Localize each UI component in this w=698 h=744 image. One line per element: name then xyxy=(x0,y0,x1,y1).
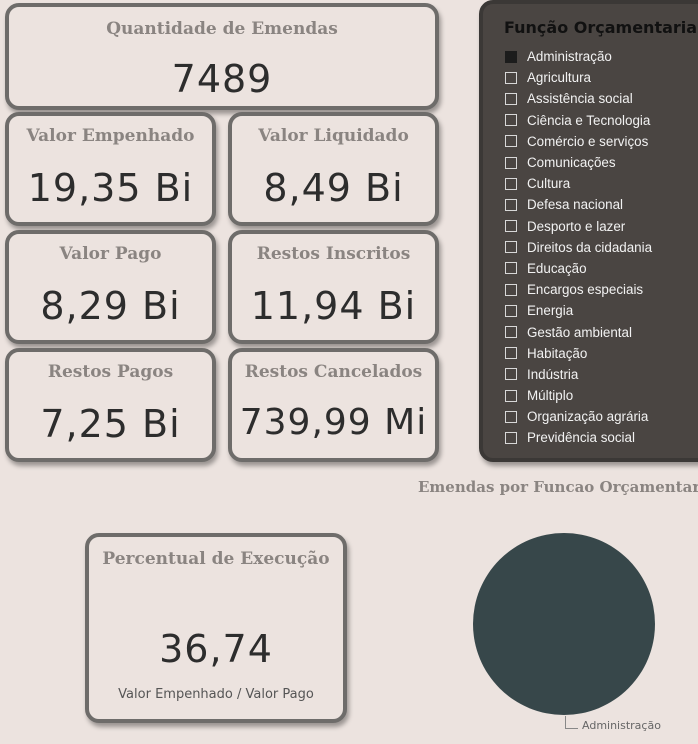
kpi-value: 19,35 Bi xyxy=(27,166,194,210)
slicer-item-label: Educação xyxy=(527,260,587,276)
checkbox[interactable] xyxy=(505,71,517,84)
checkbox[interactable] xyxy=(505,347,517,360)
checkbox[interactable] xyxy=(505,283,517,296)
kpi-card-restos-pagos: Restos Pagos 7,25 Bi xyxy=(5,348,216,462)
kpi-value: 739,99 Mi xyxy=(239,402,428,443)
kpi-value: 8,49 Bi xyxy=(263,166,404,210)
slicer-item[interactable]: Organização agrária xyxy=(505,406,652,427)
kpi-card-quantidade: Quantidade de Emendas 7489 xyxy=(5,3,439,110)
checkbox[interactable] xyxy=(505,410,517,423)
slicer-item[interactable]: Habitação xyxy=(505,343,652,364)
checkbox[interactable] xyxy=(505,156,517,169)
kpi-label: Restos Pagos xyxy=(47,362,174,382)
percentual-execucao-card: Percentual de Execução 36,74 Valor Empen… xyxy=(85,533,347,723)
pie-chart xyxy=(473,533,655,715)
kpi-card-valor-pago: Valor Pago 8,29 Bi xyxy=(5,230,216,344)
kpi-label: Valor Liquidado xyxy=(258,126,409,146)
slicer-item[interactable]: Previdência social xyxy=(505,427,652,448)
checkbox[interactable] xyxy=(505,431,517,444)
slicer-item-label: Indústria xyxy=(527,366,579,382)
funcao-orcamentaria-slicer: Administração Agricultura Assistência soci… xyxy=(479,0,698,462)
slicer-item[interactable]: Educação xyxy=(505,258,652,279)
slicer-item-label: Direitos da cidadania xyxy=(527,239,653,255)
checkbox[interactable] xyxy=(505,326,517,339)
slicer-item[interactable]: Direitos da cidadania xyxy=(505,237,652,258)
percentual-value: 36,74 xyxy=(159,627,273,671)
kpi-card-restos-inscritos: Restos Inscritos 11,94 Bi xyxy=(228,230,439,344)
slicer-item-label: Ciência e Tecnologia xyxy=(527,112,651,128)
kpi-label: Restos Inscritos xyxy=(256,244,411,264)
slicer-item-label: Encargos especiais xyxy=(527,282,644,298)
checkbox[interactable] xyxy=(505,92,517,105)
slicer-list: Administração Agricultura Assistência soci… xyxy=(505,46,652,449)
kpi-label: Restos Cancelados xyxy=(244,362,423,382)
slicer-item-label: Previdência social xyxy=(527,430,635,446)
slicer-item-label: Múltiplo xyxy=(527,388,574,404)
checkbox[interactable] xyxy=(505,177,517,190)
slicer-item[interactable]: Comércio e serviços xyxy=(505,131,652,152)
checkbox[interactable] xyxy=(505,262,517,275)
pie-slice-administracao[interactable] xyxy=(473,533,655,715)
slicer-item-label: Gestão ambiental xyxy=(527,324,632,340)
percentual-subtitle: Valor Empenhado / Valor Pago xyxy=(118,687,314,702)
kpi-label: Quantidade de Emendas xyxy=(106,19,338,39)
slicer-item[interactable]: Energia xyxy=(505,300,652,321)
slicer-item-label: Organização agrária xyxy=(527,409,649,425)
checkbox[interactable] xyxy=(505,198,517,211)
kpi-label: Valor Pago xyxy=(59,244,162,264)
checkbox[interactable] xyxy=(505,389,517,402)
slicer-item[interactable]: Indústria xyxy=(505,364,652,385)
slicer-item[interactable]: Encargos especiais xyxy=(505,279,652,300)
kpi-card-restos-cancelados: Restos Cancelados 739,99 Mi xyxy=(228,348,439,462)
checkbox[interactable] xyxy=(505,50,517,63)
slicer-item-label: Defesa nacional xyxy=(527,197,624,213)
percentual-label: Percentual de Execução xyxy=(102,549,330,569)
checkbox[interactable] xyxy=(505,135,517,148)
slicer-item[interactable]: Agricultura xyxy=(505,67,652,88)
slicer-item-label: Comércio e serviços xyxy=(527,133,649,149)
slicer-item[interactable]: Cultura xyxy=(505,173,652,194)
slicer-item-label: Cultura xyxy=(527,176,571,192)
slicer-title: Função Orçamentaria xyxy=(504,18,698,37)
slicer-item-label: Energia xyxy=(527,303,574,319)
checkbox[interactable] xyxy=(505,241,517,254)
slicer-item-label: Comunicações xyxy=(527,155,616,171)
slicer-item[interactable]: Defesa nacional xyxy=(505,194,652,215)
slicer-item[interactable]: Desporto e lazer xyxy=(505,216,652,237)
kpi-card-valor-liquidado: Valor Liquidado 8,49 Bi xyxy=(228,112,439,226)
slicer-item[interactable]: Assistência social xyxy=(505,88,652,109)
kpi-value: 7489 xyxy=(171,57,273,101)
slicer-item-label: Agricultura xyxy=(527,70,592,86)
slicer-item[interactable]: Administração xyxy=(505,46,652,67)
slicer-item[interactable]: Múltiplo xyxy=(505,385,652,406)
slicer-item-label: Habitação xyxy=(527,345,588,361)
pie-leader-line xyxy=(565,716,578,729)
kpi-value: 8,29 Bi xyxy=(40,284,181,328)
slicer-item[interactable]: Ciência e Tecnologia xyxy=(505,110,652,131)
checkbox[interactable] xyxy=(505,114,517,127)
slicer-item-label: Desporto e lazer xyxy=(527,218,626,234)
kpi-value: 7,25 Bi xyxy=(40,402,181,446)
pie-chart-title: Emendas por Funcao Orçamentaria xyxy=(418,478,698,496)
kpi-card-valor-empenhado: Valor Empenhado 19,35 Bi xyxy=(5,112,216,226)
checkbox[interactable] xyxy=(505,304,517,317)
slicer-item-label: Administração xyxy=(527,49,612,65)
kpi-label: Valor Empenhado xyxy=(26,126,195,146)
kpi-value: 11,94 Bi xyxy=(250,284,417,328)
checkbox[interactable] xyxy=(505,220,517,233)
slicer-item-label: Assistência social xyxy=(527,91,633,107)
slicer-item[interactable]: Comunicações xyxy=(505,152,652,173)
slicer-item[interactable]: Gestão ambiental xyxy=(505,321,652,342)
checkbox[interactable] xyxy=(505,368,517,381)
pie-slice-label: Administração xyxy=(582,719,661,732)
